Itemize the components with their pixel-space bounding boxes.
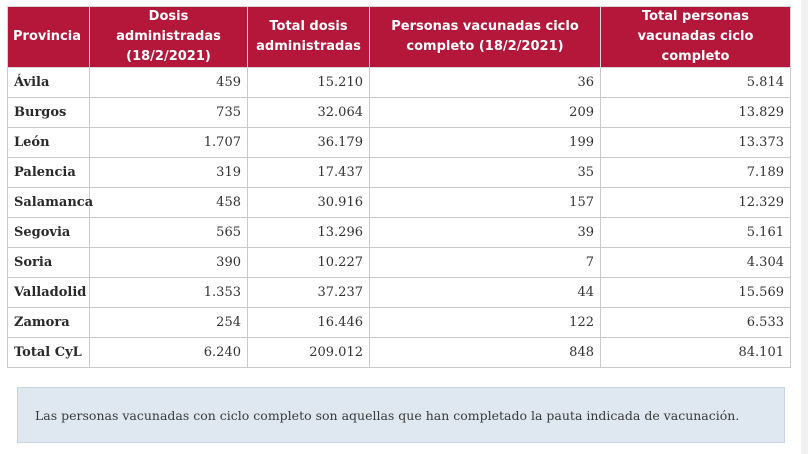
cell-provincia: Burgos [7,97,90,128]
cell-total-personas: 5.814 [600,67,791,98]
cell-total-dosis: 30.916 [247,187,370,218]
table-row: León 1.707 36.179 199 13.373 [7,127,791,158]
cell-provincia: Soria [7,247,90,278]
cell-provincia: Segovia [7,217,90,248]
cell-provincia: Ávila [7,67,90,98]
cell-provincia: Valladolid [7,277,90,308]
header-total-dosis: Total dosis administradas [247,6,370,68]
cell-personas: 44 [369,277,601,308]
cell-provincia: León [7,127,90,158]
cell-total-dosis: 36.179 [247,127,370,158]
table-header-row: Provincia Dosis administradas (18/2/2021… [7,6,791,68]
table-row: Burgos 735 32.064 209 13.829 [7,97,791,128]
cell-dosis: 6.240 [89,337,248,368]
header-dosis-administradas: Dosis administradas (18/2/2021) [89,6,248,68]
header-provincia: Provincia [7,6,90,68]
cell-provincia: Salamanca [7,187,93,218]
cell-total-dosis: 15.210 [247,67,370,98]
cell-dosis: 565 [89,217,248,248]
cell-total-dosis: 37.237 [247,277,370,308]
cell-dosis: 458 [89,187,248,218]
cell-total-personas: 12.329 [600,187,791,218]
cell-total-personas: 15.569 [600,277,791,308]
table-row: Ávila 459 15.210 36 5.814 [7,67,791,98]
cell-dosis: 1.353 [89,277,248,308]
cell-dosis: 1.707 [89,127,248,158]
cell-provincia: Zamora [7,307,90,338]
table-row: Salamanca 458 30.916 157 12.329 [7,187,791,218]
header-total-personas: Total personas vacunadas ciclo completo [600,6,791,68]
cell-dosis: 319 [89,157,248,188]
cell-total-personas: 7.189 [600,157,791,188]
cell-total-dosis: 209.012 [247,337,370,368]
cell-personas: 199 [369,127,601,158]
cell-total-personas: 13.373 [600,127,791,158]
info-note-text: Las personas vacunadas con ciclo complet… [35,407,740,423]
cell-personas: 122 [369,307,601,338]
cell-total-dosis: 16.446 [247,307,370,338]
cell-total-dosis: 17.437 [247,157,370,188]
cell-personas: 848 [369,337,601,368]
info-note: Las personas vacunadas con ciclo complet… [17,387,785,443]
cell-personas: 157 [369,187,601,218]
cell-total-personas: 84.101 [600,337,791,368]
cell-total-personas: 4.304 [600,247,791,278]
page-scrollbar[interactable] [801,0,808,454]
table-row: Valladolid 1.353 37.237 44 15.569 [7,277,791,308]
table-row: Zamora 254 16.446 122 6.533 [7,307,791,338]
cell-total-dosis: 13.296 [247,217,370,248]
table-row: Soria 390 10.227 7 4.304 [7,247,791,278]
cell-personas: 209 [369,97,601,128]
cell-total-dosis: 32.064 [247,97,370,128]
cell-total-personas: 5.161 [600,217,791,248]
cell-dosis: 735 [89,97,248,128]
header-personas-vacunadas: Personas vacunadas ciclo completo (18/2/… [369,6,601,68]
cell-dosis: 254 [89,307,248,338]
cell-total-personas: 13.829 [600,97,791,128]
cell-provincia: Palencia [7,157,90,188]
cell-total-personas: 6.533 [600,307,791,338]
cell-personas: 36 [369,67,601,98]
cell-personas: 39 [369,217,601,248]
cell-provincia: Total CyL [7,337,90,368]
cell-dosis: 459 [89,67,248,98]
table-total-row: Total CyL 6.240 209.012 848 84.101 [7,337,791,368]
cell-dosis: 390 [89,247,248,278]
table-row: Segovia 565 13.296 39 5.161 [7,217,791,248]
table-row: Palencia 319 17.437 35 7.189 [7,157,791,188]
cell-total-dosis: 10.227 [247,247,370,278]
cell-personas: 35 [369,157,601,188]
vaccination-table: Provincia Dosis administradas (18/2/2021… [7,6,791,368]
cell-personas: 7 [369,247,601,278]
